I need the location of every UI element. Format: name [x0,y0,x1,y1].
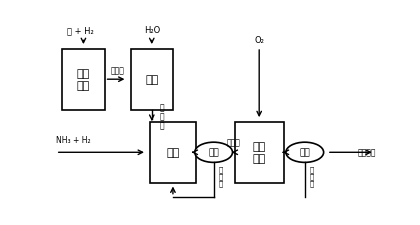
Text: NH₃ + H₂: NH₃ + H₂ [56,135,90,144]
Text: 副
产
物: 副 产 物 [218,166,223,186]
Text: 环
己
酮: 环 己 酮 [160,103,165,130]
Circle shape [286,143,324,163]
Bar [131,50,173,110]
Bar [150,122,196,183]
Text: O₂: O₂ [254,35,264,44]
Text: 环己酮胟: 环己酮胟 [358,148,376,157]
Text: 环己酮: 环己酮 [227,137,241,146]
Text: 苯 + H₂: 苯 + H₂ [67,26,94,35]
Bar [235,122,284,183]
Circle shape [195,143,233,163]
Text: 副
产
物: 副 产 物 [310,166,314,186]
Text: 分离: 分离 [208,148,219,157]
Text: H₂O: H₂O [144,26,160,35]
Text: 水合: 水合 [145,75,158,85]
Bar [62,50,105,110]
Text: 分离: 分离 [299,148,310,157]
Text: 部分
氧化: 部分 氧化 [252,142,266,164]
Text: 胺化: 胺化 [166,148,180,157]
Text: 部分
氢化: 部分 氢化 [77,69,90,91]
Text: 环己烯: 环己烯 [110,66,125,75]
